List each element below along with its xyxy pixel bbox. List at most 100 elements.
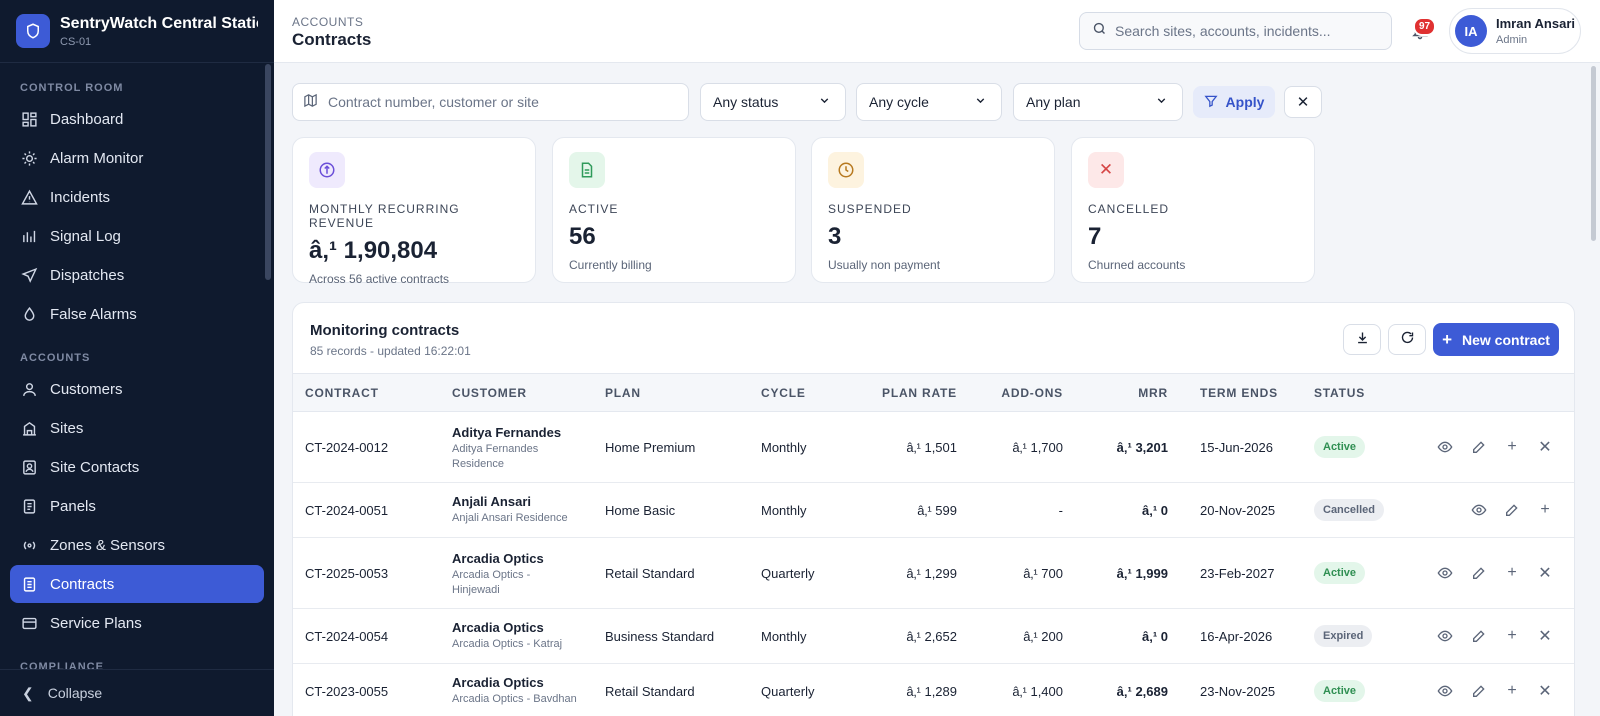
plus-icon: + <box>1442 329 1452 349</box>
sidebar-item-label: Zones & Sensors <box>50 536 166 554</box>
eye-icon[interactable] <box>1470 501 1488 519</box>
col-cycle[interactable]: CYCLE <box>761 386 806 400</box>
sidebar-item-zones-sensors[interactable]: Zones & Sensors <box>10 526 264 564</box>
cycle: Monthly <box>761 440 807 455</box>
chevron-down-icon <box>974 94 987 110</box>
sidebar-item-customers[interactable]: Customers <box>10 370 264 408</box>
sidebar-item-dashboard[interactable]: Dashboard <box>10 100 264 138</box>
col-plan[interactable]: PLAN <box>605 386 641 400</box>
send-icon <box>20 266 38 284</box>
sidebar-item-dispatches[interactable]: Dispatches <box>10 256 264 294</box>
close-icon[interactable]: ✕ <box>1538 565 1552 582</box>
table-row[interactable]: CT-2024-0054 Arcadia Optics Arcadia Opti… <box>293 609 1574 664</box>
sidebar-scrollbar[interactable] <box>265 64 271 280</box>
edit-icon[interactable] <box>1470 627 1488 645</box>
col-plan-rate[interactable]: PLAN RATE <box>882 386 957 400</box>
cycle-select[interactable]: Any cycle <box>856 83 1002 121</box>
global-search-input[interactable] <box>1115 23 1375 39</box>
sidebar-item-alarm-monitor[interactable]: Alarm Monitor <box>10 139 264 177</box>
collapse-button[interactable]: ❮ Collapse <box>0 669 274 716</box>
plan-select[interactable]: Any plan <box>1013 83 1183 121</box>
plan: Home Basic <box>605 503 676 518</box>
currency-icon <box>309 152 345 188</box>
download-button[interactable] <box>1343 324 1381 355</box>
customer-name[interactable]: Aditya Fernandes <box>452 425 562 440</box>
sensor-icon <box>20 536 38 554</box>
status-select[interactable]: Any status <box>700 83 846 121</box>
edit-icon[interactable] <box>1470 682 1488 700</box>
table-row[interactable]: CT-2024-0012 Aditya Fernandes Aditya Fer… <box>293 412 1574 483</box>
mrr: â‚¹ 0 <box>1141 629 1168 644</box>
edit-icon[interactable] <box>1470 438 1488 456</box>
download-icon <box>1355 330 1370 350</box>
plus-icon[interactable]: + <box>1507 564 1517 581</box>
contract-search-input[interactable] <box>328 94 668 110</box>
chevron-down-icon <box>1155 94 1168 110</box>
col-add-ons[interactable]: ADD-ONS <box>1001 386 1063 400</box>
col-term-ends[interactable]: TERM ENDS <box>1200 386 1278 400</box>
refresh-button[interactable] <box>1388 324 1426 355</box>
customer-name[interactable]: Arcadia Optics <box>452 675 544 690</box>
close-icon[interactable]: ✕ <box>1538 439 1552 456</box>
sidebar-item-false-alarms[interactable]: False Alarms <box>10 295 264 333</box>
status-badge: Expired <box>1314 625 1373 647</box>
edit-icon[interactable] <box>1503 501 1521 519</box>
customer-name[interactable]: Arcadia Optics <box>452 620 544 635</box>
bar-chart-icon <box>20 227 38 245</box>
new-contract-button[interactable]: + New contract <box>1433 323 1559 356</box>
main-scrollbar[interactable] <box>1591 66 1596 241</box>
sidebar-item-signal-log[interactable]: Signal Log <box>10 217 264 255</box>
kpi-mrr: MONTHLY RECURRING REVENUE â‚¹ 1,90,804 A… <box>292 137 536 286</box>
sidebar-item-sites[interactable]: Sites <box>10 409 264 447</box>
user-menu[interactable]: IA Imran Ansari Admin <box>1449 8 1581 54</box>
customer-cell: Arcadia Optics Arcadia Optics - Bavdhan <box>452 675 592 707</box>
topbar: ACCOUNTS Contracts 97 IA Imran Ansari Ad… <box>274 0 1600 63</box>
col-contract[interactable]: CONTRACT <box>305 386 379 400</box>
eye-icon[interactable] <box>1436 564 1454 582</box>
table-header: CONTRACT CUSTOMER PLAN CYCLE PLAN RATE A… <box>293 373 1574 412</box>
building-icon <box>20 419 38 437</box>
plan: Home Premium <box>605 440 696 455</box>
customer-name[interactable]: Arcadia Optics <box>452 551 544 566</box>
kpi-label: CANCELLED <box>1088 202 1170 216</box>
sidebar-item-label: Contracts <box>50 575 115 593</box>
status-select-value: Any status <box>713 94 779 110</box>
plus-icon[interactable]: + <box>1507 627 1517 644</box>
eye-icon[interactable] <box>1436 682 1454 700</box>
close-icon[interactable]: ✕ <box>1538 683 1552 700</box>
plan-rate: â‚¹ 1,299 <box>906 566 957 581</box>
customer-name[interactable]: Anjali Ansari <box>452 494 531 509</box>
sidebar-item-panels[interactable]: Panels <box>10 487 264 525</box>
col-customer[interactable]: CUSTOMER <box>452 386 527 400</box>
cycle: Monthly <box>761 503 807 518</box>
table-row[interactable]: CT-2025-0053 Arcadia Optics Arcadia Opti… <box>293 538 1574 609</box>
search-icon <box>1092 21 1107 41</box>
edit-icon[interactable] <box>1470 564 1488 582</box>
sidebar-item-label: False Alarms <box>50 305 137 323</box>
x-icon: ✕ <box>1088 152 1124 188</box>
clear-filters-button[interactable]: ✕ <box>1284 86 1322 118</box>
sidebar-item-incidents[interactable]: Incidents <box>10 178 264 216</box>
shield-icon <box>16 14 50 48</box>
col-status[interactable]: STATUS <box>1314 386 1366 400</box>
breadcrumb[interactable]: ACCOUNTS <box>292 15 364 29</box>
table-row[interactable]: CT-2024-0051 Anjali Ansari Anjali Ansari… <box>293 483 1574 538</box>
dashboard-icon <box>20 110 38 128</box>
apply-button[interactable]: Apply <box>1193 86 1275 118</box>
plus-icon[interactable]: + <box>1540 501 1550 518</box>
plan: Retail Standard <box>605 566 695 581</box>
sidebar-item-service-plans[interactable]: Service Plans <box>10 604 264 642</box>
sidebar-item-contracts[interactable]: Contracts <box>10 565 264 603</box>
cycle-select-value: Any cycle <box>869 94 929 110</box>
col-mrr[interactable]: MRR <box>1138 386 1168 400</box>
close-icon[interactable]: ✕ <box>1538 628 1552 645</box>
table-row[interactable]: CT-2023-0055 Arcadia Optics Arcadia Opti… <box>293 664 1574 716</box>
sidebar-item-site-contacts[interactable]: Site Contacts <box>10 448 264 486</box>
eye-icon[interactable] <box>1436 438 1454 456</box>
customer-site: Anjali Ansari Residence <box>452 512 568 524</box>
cycle: Monthly <box>761 629 807 644</box>
eye-icon[interactable] <box>1436 627 1454 645</box>
plus-icon[interactable]: + <box>1507 438 1517 455</box>
page-title: Contracts <box>292 30 372 49</box>
plus-icon[interactable]: + <box>1507 682 1517 699</box>
